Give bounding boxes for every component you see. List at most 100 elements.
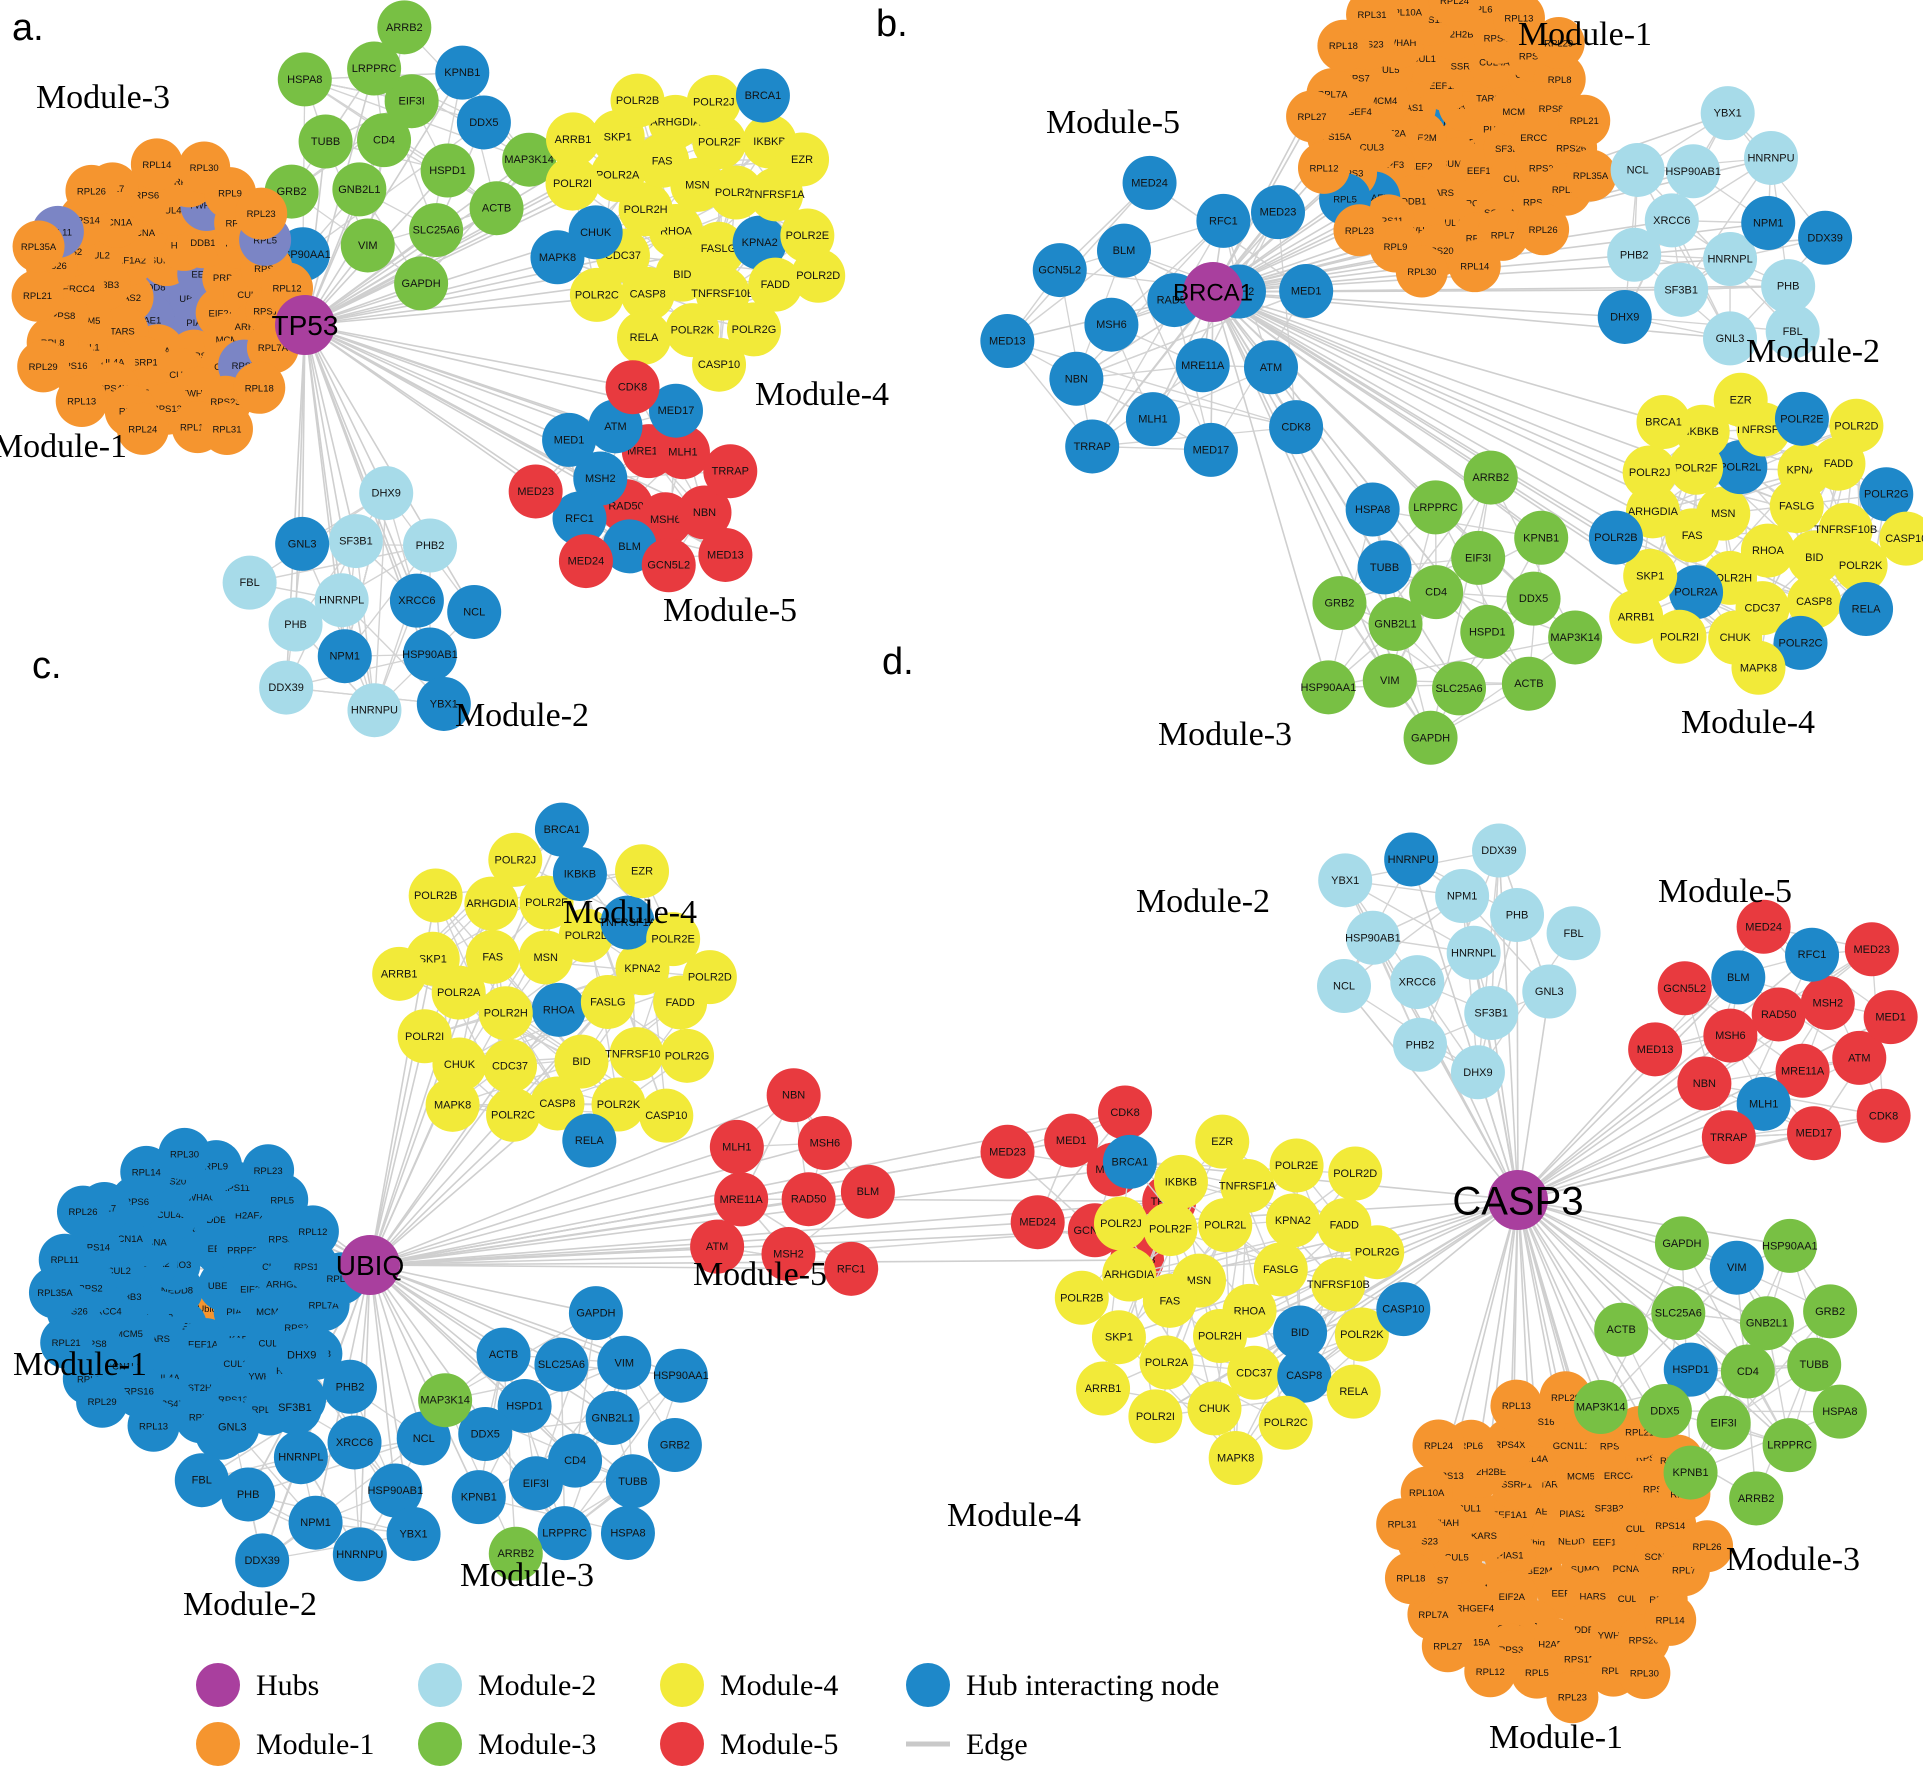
node-blm [1711,950,1766,1005]
node-label-trrap: TRRAP [1074,441,1111,453]
panel-d: HNRNPL XRCC6 NPM1 SF3B1 HSP90AB1 PHB PHB2 HNRNP… [882,641,1918,1756]
node-eif3i [1696,1395,1751,1450]
node-label-mlh1: MLH1 [668,447,697,459]
node-label-polr2f: POLR2F [1675,462,1718,474]
node-grb2 [647,1418,702,1473]
node-label-fbl: FBL [240,577,260,589]
node-label-med23: MED23 [1260,207,1297,219]
node-label-pias1: PIAS1 [1497,1551,1524,1562]
node-label-lrpprc: LRPPRC [542,1528,587,1540]
node-faslg [1253,1242,1308,1297]
node-bid [554,1034,609,1089]
node-label-eef1a2: EEF1A2 [111,255,146,266]
hub-spoke-edge [301,324,306,544]
node-fbl [1765,304,1820,359]
node-label-atm: ATM [1848,1052,1870,1064]
node-polr2e [1774,391,1829,446]
hub-spoke-edge [304,324,633,388]
node-label-rpl7: RPL7 [1491,230,1515,241]
labels-layer: Module-3 Module-1 Module-4 Module-5 Module-2… [0,7,889,734]
node-label-kpnb1: KPNB1 [1523,532,1559,544]
node-phb2 [403,518,458,573]
node-label-bid: BID [673,269,691,281]
module-label-module-1: Module-1 [13,1346,147,1383]
node-label-rpl31: RPL31 [1388,1520,1417,1531]
node-rpl26 [65,164,118,217]
node-tnfrsf1a [1220,1158,1275,1213]
node-label-hspa8: HSPA8 [287,74,322,86]
node-label-hnrnpl: HNRNPL [1707,254,1752,266]
node-casp8 [620,266,675,321]
node-polr2a [1139,1335,1194,1390]
node-label-rps2: RPS2 [1529,164,1554,175]
node-ddx39 [235,1533,290,1588]
node-label-rpl6: RPL6 [1469,5,1493,16]
node-label-arrb1: ARRB1 [381,968,418,980]
node-eif3i [384,74,439,129]
node-label-hnrnpu: HNRNPU [336,1549,383,1561]
node-label-fas: FAS [1159,1295,1180,1307]
node-label-ddx39: DDX39 [1807,232,1842,244]
node-label-hsp90ab1: HSP90AB1 [1345,932,1401,944]
hub-spoke-edge [369,1264,625,1364]
nodes-layer: RAD50MRE11AMSH6MSH2MLH1BLMATMNBNRFC1MED1… [980,0,1923,765]
node-lrpprc [1408,480,1463,535]
node-label-rps7: RPS7 [1345,73,1370,84]
node-label-rpl7a: RPL7A [308,1301,339,1312]
node-fadd [748,257,803,312]
node-label-rpl21: RPL21 [1570,116,1599,127]
node-map3k14 [418,1373,473,1428]
hub-spoke-edge [304,324,705,514]
node-polr2d [1829,398,1884,453]
node-rpl29 [76,1375,129,1428]
node-polr2g [660,1028,715,1083]
node-label-cul2: CUL2 [107,1266,131,1277]
node-med1 [1279,264,1334,319]
node-label-sf3b3: SF3B3 [1595,1504,1624,1515]
node-label-npm1: NPM1 [329,651,360,663]
node-label-ezr: EZR [1211,1136,1233,1148]
node-label-rps26: RPS26 [1636,1453,1666,1464]
node-gnb2l1 [1739,1296,1794,1351]
hub-label-ubiq: UBIQ [336,1250,404,1281]
node-label-kpnb1: KPNB1 [444,67,480,79]
node-label-fas: FAS [482,951,503,963]
node-polr2d [791,248,846,303]
node-med1 [542,412,597,467]
node-label-dhx9: DHX9 [287,1349,316,1361]
node-label-rps11: RPS11 [1564,1655,1593,1666]
node-label-pias1: PIAS1 [1397,103,1424,114]
node-arrb1 [1076,1361,1131,1416]
node-label-ybx1: YBX1 [399,1528,427,1540]
node-label-cul1: CUL1 [1457,1503,1481,1514]
node-label-rpl8: RPL8 [1548,75,1572,86]
node-label-rpl10a: RPL10A [1409,1488,1445,1499]
node-tnfrsf10b [1311,1257,1366,1312]
legend-swatch-module-2 [418,1663,462,1707]
node-label-ercc4: ERCC4 [1604,1471,1636,1482]
node-label-mapk8: MAPK8 [1740,662,1777,674]
node-label-gapdh: GAPDH [576,1308,615,1320]
node-label-tars: TARS [145,1334,170,1345]
node-label-phb2: PHB2 [1406,1039,1435,1051]
node-polr2g [1350,1225,1405,1280]
module-label-module-1: Module-1 [0,428,127,465]
node-label-rps16: RPS16 [1519,51,1549,62]
node-label-rps16: RPS16 [124,1387,154,1398]
legend-label-module-5: Module-5 [720,1728,838,1761]
node-label-ddx39: DDX39 [268,682,303,694]
node-label-rps26: RPS26 [1556,144,1586,155]
node-label-rps14: RPS14 [70,215,100,226]
node-label-rps20: RPS20 [1629,1635,1659,1646]
nodes-layer: HNRNPL XRCC6 NPM1 SF3B1 HSP90AB1 PHB PHB2 HNRNP… [1054,823,1918,1724]
node-label-phb: PHB [1506,910,1529,922]
legend-label-hub-interacting-node: Hub interacting node [966,1669,1219,1702]
node-hsp90ab1 [368,1463,423,1518]
node-label-ercc4: ERCC4 [1520,133,1552,144]
node-slc25a6 [1432,661,1487,716]
node-rpl31 [200,403,253,456]
panel-letter-d: d. [882,641,914,683]
node-label-brca1: BRCA1 [1112,1156,1149,1168]
node-label-ddb1: DDB1 [1574,1625,1599,1636]
node-nbn [1677,1056,1732,1111]
